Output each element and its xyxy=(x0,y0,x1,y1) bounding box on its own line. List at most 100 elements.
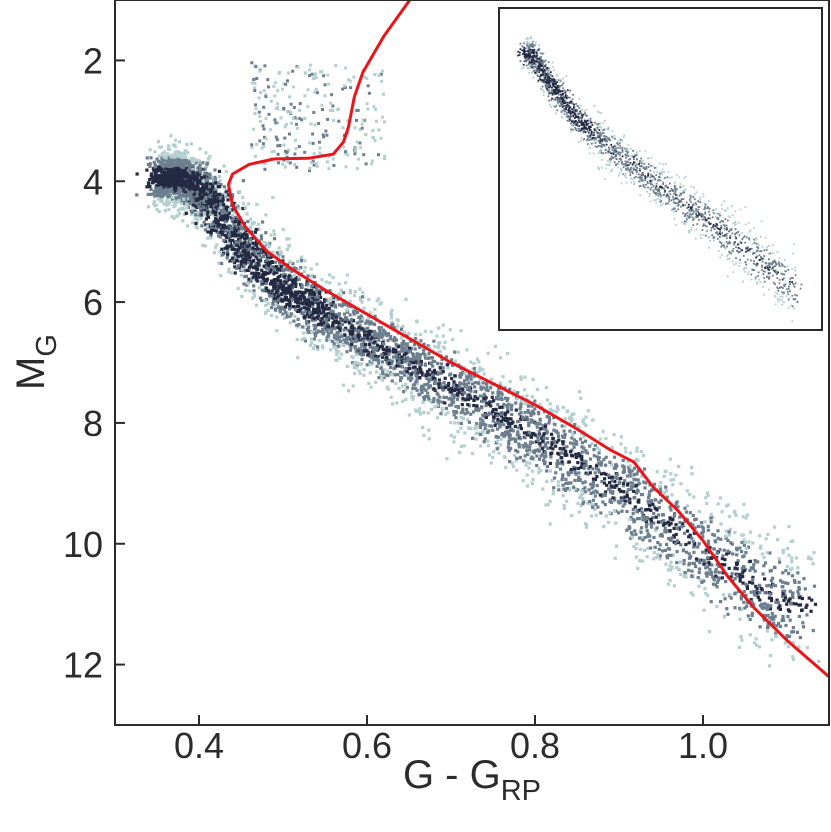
density-point xyxy=(615,476,619,480)
density-point xyxy=(360,319,364,323)
density-point xyxy=(787,634,792,638)
density-point xyxy=(389,373,393,377)
density-point xyxy=(351,307,355,311)
density-point xyxy=(593,507,597,512)
density-point xyxy=(409,372,414,376)
density-point xyxy=(388,358,392,362)
density-point xyxy=(596,468,601,472)
density-point xyxy=(184,160,188,164)
density-point xyxy=(551,409,555,413)
density-point xyxy=(368,342,372,347)
density-point xyxy=(563,433,567,437)
density-point xyxy=(252,221,256,225)
density-point xyxy=(172,199,176,204)
density-point xyxy=(322,315,326,319)
density-point xyxy=(681,549,685,553)
density-point xyxy=(500,433,504,437)
density-point xyxy=(631,535,635,539)
density-point xyxy=(379,301,383,305)
density-point xyxy=(229,216,233,220)
density-point xyxy=(224,188,228,192)
density-point xyxy=(403,346,407,350)
density-point xyxy=(265,287,269,291)
density-point xyxy=(220,232,224,236)
density-point xyxy=(415,376,419,380)
density-point xyxy=(623,495,627,499)
density-point xyxy=(368,340,372,344)
density-point xyxy=(176,158,180,162)
density-point xyxy=(631,481,635,485)
density-point xyxy=(201,243,205,247)
density-point xyxy=(205,183,209,187)
density-point xyxy=(237,242,241,246)
density-point xyxy=(378,331,382,335)
density-point xyxy=(476,396,480,400)
density-point xyxy=(342,343,346,347)
density-point xyxy=(413,365,417,369)
density-point xyxy=(577,475,581,479)
density-point xyxy=(655,508,659,512)
density-point xyxy=(409,391,414,395)
density-point xyxy=(797,596,801,600)
density-point xyxy=(204,192,208,196)
density-point xyxy=(452,413,456,417)
density-point xyxy=(259,234,263,238)
density-point xyxy=(700,580,704,585)
density-point xyxy=(199,211,203,215)
density-point xyxy=(663,469,667,473)
density-point xyxy=(408,360,412,364)
density-point xyxy=(413,337,418,341)
density-point xyxy=(217,201,221,205)
density-point xyxy=(251,271,255,275)
density-point xyxy=(270,260,274,264)
density-point xyxy=(287,275,291,279)
density-point xyxy=(577,510,581,514)
density-point xyxy=(201,167,205,171)
density-point xyxy=(535,435,539,439)
density-point xyxy=(195,175,199,179)
density-point xyxy=(164,187,168,191)
density-point xyxy=(167,207,171,212)
density-point xyxy=(633,505,637,509)
density-point xyxy=(656,513,661,517)
density-point xyxy=(481,413,485,417)
density-point xyxy=(393,339,397,343)
density-point xyxy=(667,547,672,551)
density-point xyxy=(650,488,654,492)
density-point xyxy=(783,581,787,585)
density-point xyxy=(216,230,220,234)
density-point xyxy=(727,533,731,537)
density-point xyxy=(340,322,345,327)
density-point xyxy=(278,299,282,303)
density-point xyxy=(639,449,643,454)
density-point xyxy=(214,210,218,214)
density-point xyxy=(370,345,375,349)
density-point xyxy=(585,523,589,527)
density-point xyxy=(303,299,307,303)
density-point xyxy=(211,210,216,214)
density-point xyxy=(402,356,406,361)
density-point xyxy=(202,196,206,201)
density-point xyxy=(382,368,386,372)
density-point xyxy=(334,345,338,349)
density-point xyxy=(203,210,207,214)
density-point xyxy=(455,384,459,388)
density-point xyxy=(599,511,603,515)
density-point xyxy=(478,369,482,373)
density-point xyxy=(563,417,567,421)
density-point xyxy=(468,374,473,378)
density-point xyxy=(417,410,421,414)
density-point xyxy=(767,583,771,588)
density-point xyxy=(228,230,232,234)
density-point xyxy=(190,172,194,177)
density-point xyxy=(677,464,681,469)
density-point xyxy=(555,440,559,444)
density-point xyxy=(394,353,398,357)
density-point xyxy=(561,473,565,477)
density-point xyxy=(368,311,372,315)
density-point xyxy=(766,603,770,607)
density-point xyxy=(452,409,456,414)
density-point xyxy=(427,380,431,384)
density-point xyxy=(407,413,411,417)
density-point xyxy=(356,330,360,334)
